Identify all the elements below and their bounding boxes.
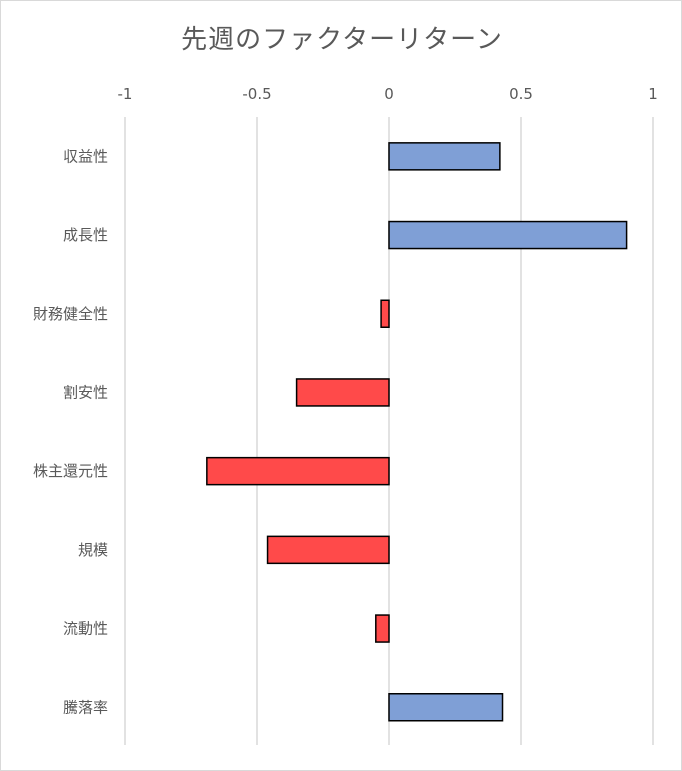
bar	[266, 535, 390, 565]
bar	[388, 220, 628, 250]
category-label: 流動性	[63, 620, 108, 638]
category-label: 騰落率	[63, 698, 108, 716]
bar	[375, 614, 390, 643]
chart-title: 先週のファクターリターン	[181, 25, 503, 55]
bar	[206, 456, 390, 486]
x-tick-label: -0.5	[242, 85, 271, 103]
x-tick-label: 0.5	[509, 85, 533, 103]
bar	[380, 299, 390, 328]
category-label: 株主還元性	[33, 462, 108, 480]
x-tick-label: 0	[384, 85, 394, 103]
bar	[388, 693, 504, 722]
x-tick-label: 1	[648, 85, 658, 103]
bar	[388, 142, 501, 171]
category-label: 財務健全性	[33, 305, 108, 323]
category-label: 規模	[78, 541, 108, 559]
x-tick-label: -1	[118, 85, 133, 103]
category-label: 割安性	[63, 383, 108, 401]
bar	[295, 378, 390, 407]
category-label: 収益性	[63, 147, 108, 165]
category-label: 成長性	[63, 226, 108, 244]
